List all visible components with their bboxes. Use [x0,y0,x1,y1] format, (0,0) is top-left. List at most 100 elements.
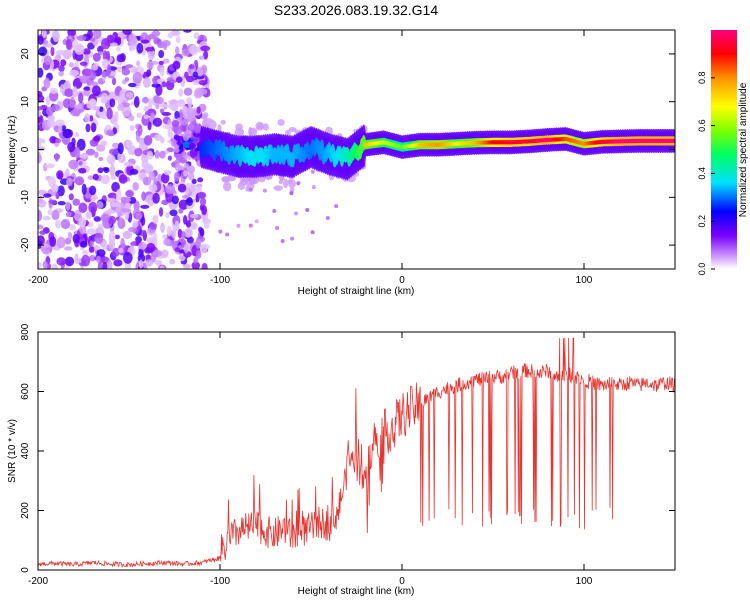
noise-blob [148,171,155,181]
noise-blob [147,200,154,206]
tail-blob [305,208,310,213]
noise-blob [88,254,97,262]
noise-blob [148,221,157,230]
colorbar-ticks: 0.0 0.2 0.4 0.6 0.8 [697,72,715,275]
spectrogram-xlabel: Height of straight line (km) [298,286,415,297]
noise-blob [163,170,172,176]
spectrogram-ylabel: Frequency (Hz) [7,116,18,185]
noise-blob [45,163,55,169]
noise-blob [41,30,47,39]
tail-blob [311,185,316,190]
noise-blob [116,54,125,63]
noise-blob [160,222,165,234]
noise-blob [128,196,137,204]
noise-blob [200,45,211,52]
snr-ytick-label: 400 [20,442,31,459]
spectrogram-marks [38,30,675,269]
noise-blob [114,95,121,101]
snr-xtick-label: 0 [399,576,405,587]
scatter-blob [187,172,195,181]
noise-blob [117,103,125,111]
noise-blob [177,183,187,193]
snr-xtick-label: -100 [210,576,230,587]
noise-blob [102,261,108,269]
noise-blob [92,173,99,181]
noise-blob [198,79,208,86]
noise-blob [199,197,207,207]
noise-blob [136,112,142,119]
noise-blob [148,183,158,193]
noise-blob [137,253,146,263]
noise-blob [197,191,207,199]
colorbar-tick-label: 0.4 [697,167,707,180]
noise-blob [142,176,152,186]
noise-blob [74,146,81,159]
scatter-blob [173,147,180,153]
noise-blob [110,175,117,181]
noise-blob [56,236,66,249]
noise-blob [57,123,63,134]
noise-blob [54,138,62,144]
noise-blob [111,77,117,86]
noise-blob [109,164,116,177]
noise-blob [141,191,146,201]
noise-blob [120,237,125,250]
noise-blob [151,83,161,88]
spectrogram-xtick-label: -100 [210,275,230,286]
noise-blob [83,113,91,123]
noise-blob [87,175,95,180]
noise-blob [102,50,108,61]
noise-blob [110,201,118,208]
noise-blob [64,256,75,267]
noise-blob [197,88,208,95]
noise-blob [98,106,104,112]
noise-blob [146,151,154,160]
noise-blob [114,234,120,240]
noise-blob [79,61,88,66]
noise-blob [46,106,54,117]
noise-blob [175,76,183,83]
noise-blob [197,177,204,183]
noise-blob [55,119,66,127]
noise-blob [42,260,48,269]
noise-blob [189,184,197,193]
noise-blob [169,209,178,217]
noise-blob [38,151,41,163]
noise-blob [42,215,51,221]
noise-blob [123,161,133,167]
noise-blob [68,62,75,68]
noise-blob [161,249,169,259]
tail-blob [262,188,267,193]
colorbar-tick-label: 0.8 [697,72,707,85]
noise-blob [142,76,151,88]
noise-blob [168,99,178,105]
tail-blob [248,223,253,228]
noise-blob [178,208,184,214]
colorbar-tick-label: 0.2 [697,215,707,228]
noise-blob [157,173,163,184]
spectrogram-xtick-label: 0 [399,275,405,286]
noise-blob [106,259,113,269]
noise-blob [86,228,97,235]
noise-blob [125,190,134,198]
noise-blob [38,137,43,144]
noise-blob [69,97,75,109]
tail-blob [296,181,301,186]
scatter-blob [186,107,196,118]
noise-blob [62,128,73,139]
noise-blob [100,38,111,50]
scatter-blob [173,144,180,150]
noise-blob [58,71,64,77]
scatter-blob [235,123,243,131]
spectrogram-xtick-label: 100 [576,275,593,286]
noise-blob [109,98,116,108]
noise-blob [88,246,95,253]
noise-blob [152,249,163,258]
noise-blob [169,79,177,84]
noise-blob [39,230,47,235]
noise-blob [167,155,172,161]
noise-blob [43,193,52,198]
noise-blob [91,85,101,97]
noise-blob [49,236,57,247]
